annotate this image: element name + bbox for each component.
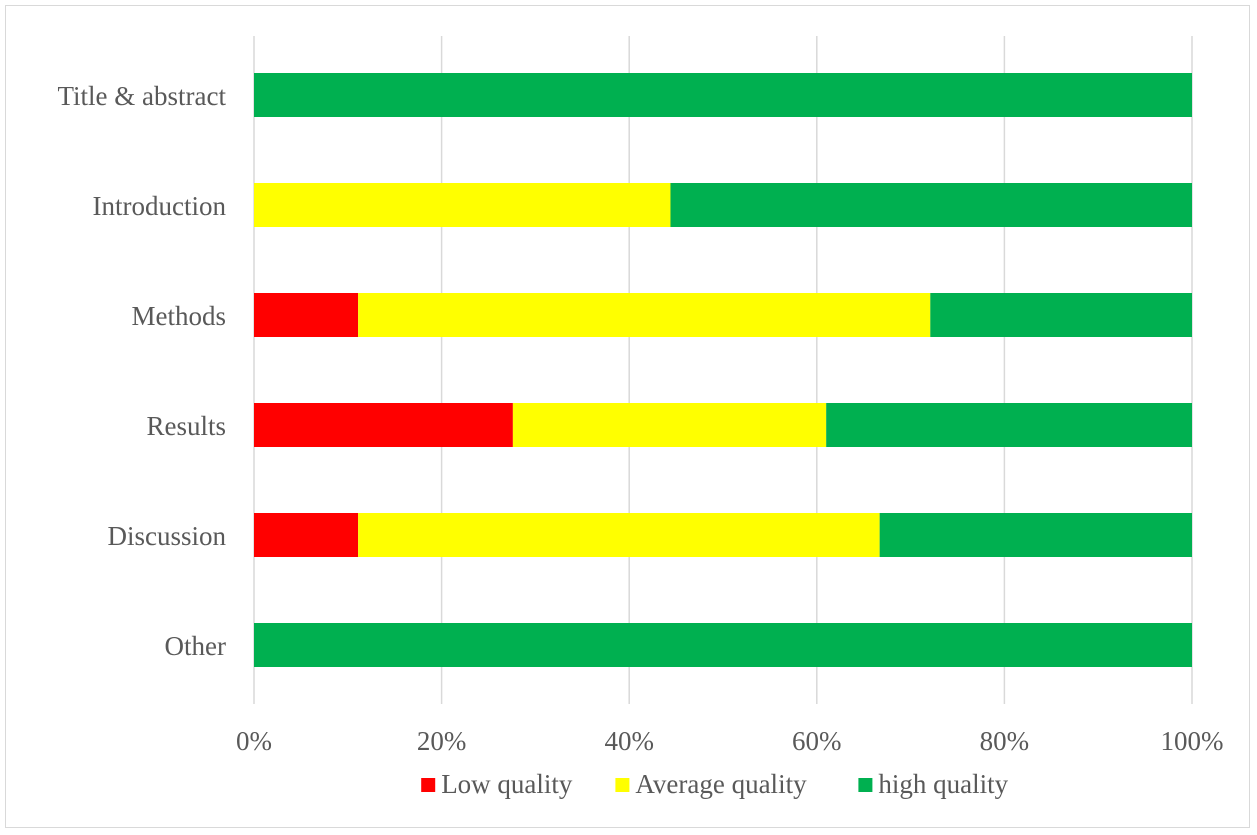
legend-item: high quality	[858, 769, 1009, 799]
category-labels: Title & abstract Introduction Methods Resul…	[58, 81, 227, 661]
x-tick-label: 0%	[236, 726, 272, 756]
gridlines	[253, 36, 1193, 704]
category-label: Other	[165, 631, 226, 661]
x-tick-label: 80%	[980, 726, 1030, 756]
category-label: Introduction	[93, 191, 227, 221]
bar-segment-high-quality	[670, 183, 1192, 227]
legend-swatch	[615, 778, 630, 792]
bar-segment-average-quality	[358, 293, 931, 337]
legend-swatch	[421, 778, 436, 792]
x-tick-label: 20%	[417, 726, 467, 756]
bar-segment-high-quality	[879, 513, 1192, 557]
bar-segment-low-quality	[254, 403, 513, 447]
bar-segment-high-quality	[826, 403, 1192, 447]
bars	[254, 73, 1192, 667]
category-label: Results	[146, 411, 226, 441]
legend-label: Average quality	[635, 769, 807, 799]
legend: Low quality Average quality high quality	[421, 769, 1009, 799]
bar-segment-average-quality	[358, 513, 880, 557]
bar-segment-high-quality	[930, 293, 1192, 337]
legend-label: Low quality	[441, 769, 573, 799]
x-tick-label: 100%	[1161, 726, 1224, 756]
x-tick-label: 40%	[604, 726, 654, 756]
x-tick-labels: 0% 20% 40% 60% 80% 100%	[236, 726, 1224, 756]
x-tick-label: 60%	[792, 726, 842, 756]
legend-swatch	[858, 778, 873, 792]
category-label: Methods	[132, 301, 227, 331]
bar-segment-low-quality	[254, 293, 359, 337]
bar-segment-average-quality	[254, 183, 671, 227]
legend-item: Low quality	[421, 769, 573, 799]
bar-segment-low-quality	[254, 513, 359, 557]
legend-label: high quality	[878, 769, 1008, 799]
legend-item: Average quality	[615, 769, 807, 799]
category-label: Title & abstract	[58, 81, 227, 111]
bar-segment-high-quality	[254, 623, 1192, 667]
category-label: Discussion	[107, 521, 226, 551]
bar-segment-average-quality	[512, 403, 827, 447]
bar-segment-high-quality	[254, 73, 1192, 117]
